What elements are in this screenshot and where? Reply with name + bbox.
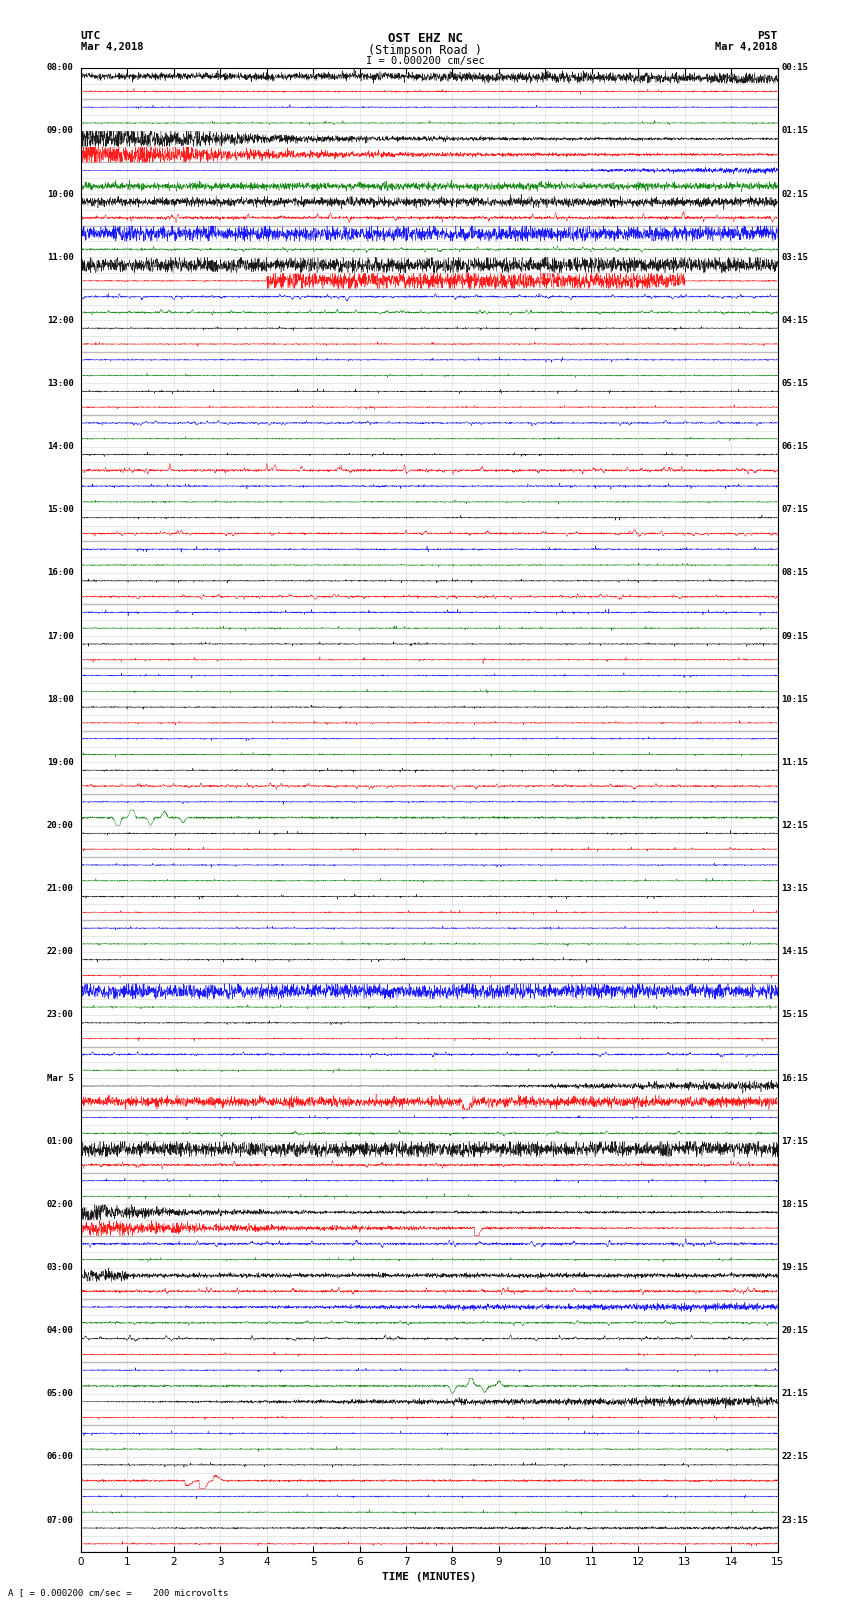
Text: 12:15: 12:15 [781, 821, 808, 831]
Text: A [ = 0.000200 cm/sec =    200 microvolts: A [ = 0.000200 cm/sec = 200 microvolts [8, 1587, 229, 1597]
Text: 15:00: 15:00 [47, 505, 74, 515]
Text: 05:15: 05:15 [781, 379, 808, 389]
Text: 14:15: 14:15 [781, 947, 808, 957]
Text: I = 0.000200 cm/sec: I = 0.000200 cm/sec [366, 56, 484, 66]
Text: 07:15: 07:15 [781, 505, 808, 515]
Text: (Stimpson Road ): (Stimpson Road ) [368, 44, 482, 56]
Text: 07:00: 07:00 [47, 1516, 74, 1524]
Text: 11:00: 11:00 [47, 253, 74, 261]
Text: UTC: UTC [81, 31, 101, 40]
Text: Mar 5: Mar 5 [47, 1074, 74, 1082]
Text: 19:15: 19:15 [781, 1263, 808, 1273]
Text: 13:15: 13:15 [781, 884, 808, 894]
X-axis label: TIME (MINUTES): TIME (MINUTES) [382, 1573, 477, 1582]
Text: 20:00: 20:00 [47, 821, 74, 831]
Text: 12:00: 12:00 [47, 316, 74, 324]
Text: 20:15: 20:15 [781, 1326, 808, 1336]
Text: 10:00: 10:00 [47, 190, 74, 198]
Text: 16:15: 16:15 [781, 1074, 808, 1082]
Text: 04:00: 04:00 [47, 1326, 74, 1336]
Text: 09:00: 09:00 [47, 126, 74, 135]
Text: 10:15: 10:15 [781, 695, 808, 703]
Text: 17:15: 17:15 [781, 1137, 808, 1145]
Text: 19:00: 19:00 [47, 758, 74, 766]
Text: 02:00: 02:00 [47, 1200, 74, 1208]
Text: 16:00: 16:00 [47, 568, 74, 577]
Text: 17:00: 17:00 [47, 632, 74, 640]
Text: 02:15: 02:15 [781, 190, 808, 198]
Text: 22:00: 22:00 [47, 947, 74, 957]
Text: 08:15: 08:15 [781, 568, 808, 577]
Text: 01:00: 01:00 [47, 1137, 74, 1145]
Text: 00:15: 00:15 [781, 63, 808, 73]
Text: 01:15: 01:15 [781, 126, 808, 135]
Text: 18:00: 18:00 [47, 695, 74, 703]
Text: Mar 4,2018: Mar 4,2018 [715, 42, 778, 52]
Text: 06:00: 06:00 [47, 1452, 74, 1461]
Text: PST: PST [757, 31, 778, 40]
Text: 03:15: 03:15 [781, 253, 808, 261]
Text: 05:00: 05:00 [47, 1389, 74, 1398]
Text: 23:15: 23:15 [781, 1516, 808, 1524]
Text: 09:15: 09:15 [781, 632, 808, 640]
Text: 13:00: 13:00 [47, 379, 74, 389]
Text: OST EHZ NC: OST EHZ NC [388, 32, 462, 45]
Text: 04:15: 04:15 [781, 316, 808, 324]
Text: 21:15: 21:15 [781, 1389, 808, 1398]
Text: 11:15: 11:15 [781, 758, 808, 766]
Text: 18:15: 18:15 [781, 1200, 808, 1208]
Text: 06:15: 06:15 [781, 442, 808, 452]
Text: 08:00: 08:00 [47, 63, 74, 73]
Text: 22:15: 22:15 [781, 1452, 808, 1461]
Text: 03:00: 03:00 [47, 1263, 74, 1273]
Text: 23:00: 23:00 [47, 1010, 74, 1019]
Text: 15:15: 15:15 [781, 1010, 808, 1019]
Text: 21:00: 21:00 [47, 884, 74, 894]
Text: 14:00: 14:00 [47, 442, 74, 452]
Text: Mar 4,2018: Mar 4,2018 [81, 42, 144, 52]
